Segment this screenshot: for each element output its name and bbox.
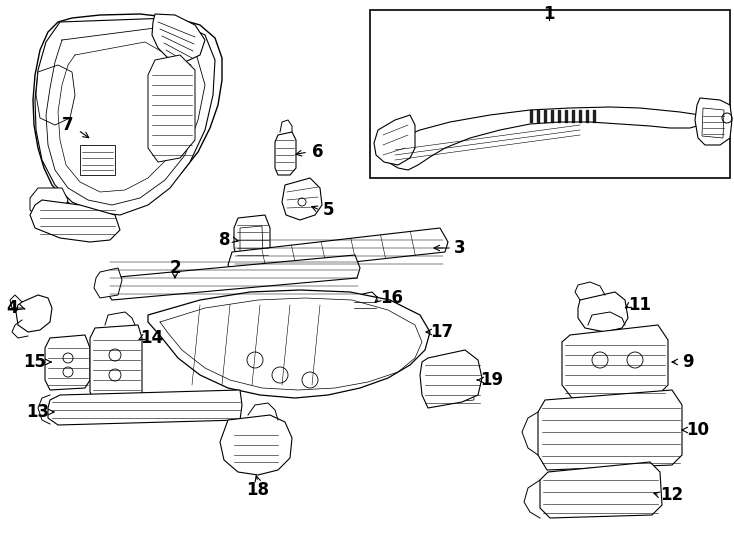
- Text: 9: 9: [682, 353, 694, 371]
- Polygon shape: [152, 14, 205, 62]
- Text: 19: 19: [481, 371, 504, 389]
- Text: 10: 10: [686, 421, 710, 439]
- Polygon shape: [220, 415, 292, 475]
- Polygon shape: [30, 188, 68, 218]
- Text: 14: 14: [140, 329, 164, 347]
- Polygon shape: [148, 55, 195, 162]
- Text: 7: 7: [62, 116, 74, 134]
- Polygon shape: [430, 362, 474, 404]
- Polygon shape: [562, 325, 668, 398]
- Polygon shape: [240, 226, 263, 257]
- Polygon shape: [578, 292, 628, 332]
- Polygon shape: [234, 215, 270, 260]
- Polygon shape: [374, 115, 415, 165]
- Text: 13: 13: [26, 403, 50, 421]
- Text: 1: 1: [543, 5, 555, 23]
- Polygon shape: [80, 145, 115, 175]
- Polygon shape: [232, 423, 280, 465]
- Polygon shape: [16, 295, 52, 332]
- Text: 17: 17: [430, 323, 454, 341]
- Polygon shape: [228, 228, 448, 275]
- Bar: [370, 10, 730, 178]
- Text: 8: 8: [219, 231, 230, 249]
- Polygon shape: [94, 268, 122, 298]
- Polygon shape: [538, 390, 682, 470]
- Polygon shape: [540, 462, 662, 518]
- Polygon shape: [420, 350, 482, 408]
- Polygon shape: [282, 178, 322, 220]
- Polygon shape: [45, 335, 90, 390]
- Polygon shape: [35, 18, 215, 215]
- Text: 12: 12: [661, 486, 683, 504]
- Polygon shape: [105, 255, 360, 300]
- Polygon shape: [148, 290, 430, 398]
- Text: 15: 15: [23, 353, 46, 371]
- Polygon shape: [33, 14, 222, 215]
- Polygon shape: [695, 98, 732, 145]
- Polygon shape: [48, 390, 242, 425]
- Text: 11: 11: [628, 296, 652, 314]
- Text: 2: 2: [170, 259, 181, 277]
- Text: 16: 16: [380, 289, 404, 307]
- Polygon shape: [30, 200, 120, 242]
- Polygon shape: [275, 132, 296, 175]
- Text: 4: 4: [6, 299, 18, 317]
- Polygon shape: [36, 65, 75, 125]
- Polygon shape: [352, 292, 378, 316]
- Text: 6: 6: [312, 143, 324, 161]
- Text: 5: 5: [322, 201, 334, 219]
- Polygon shape: [380, 107, 700, 170]
- Polygon shape: [702, 108, 724, 138]
- Text: 18: 18: [247, 481, 269, 499]
- Text: 3: 3: [454, 239, 466, 257]
- Polygon shape: [90, 325, 142, 402]
